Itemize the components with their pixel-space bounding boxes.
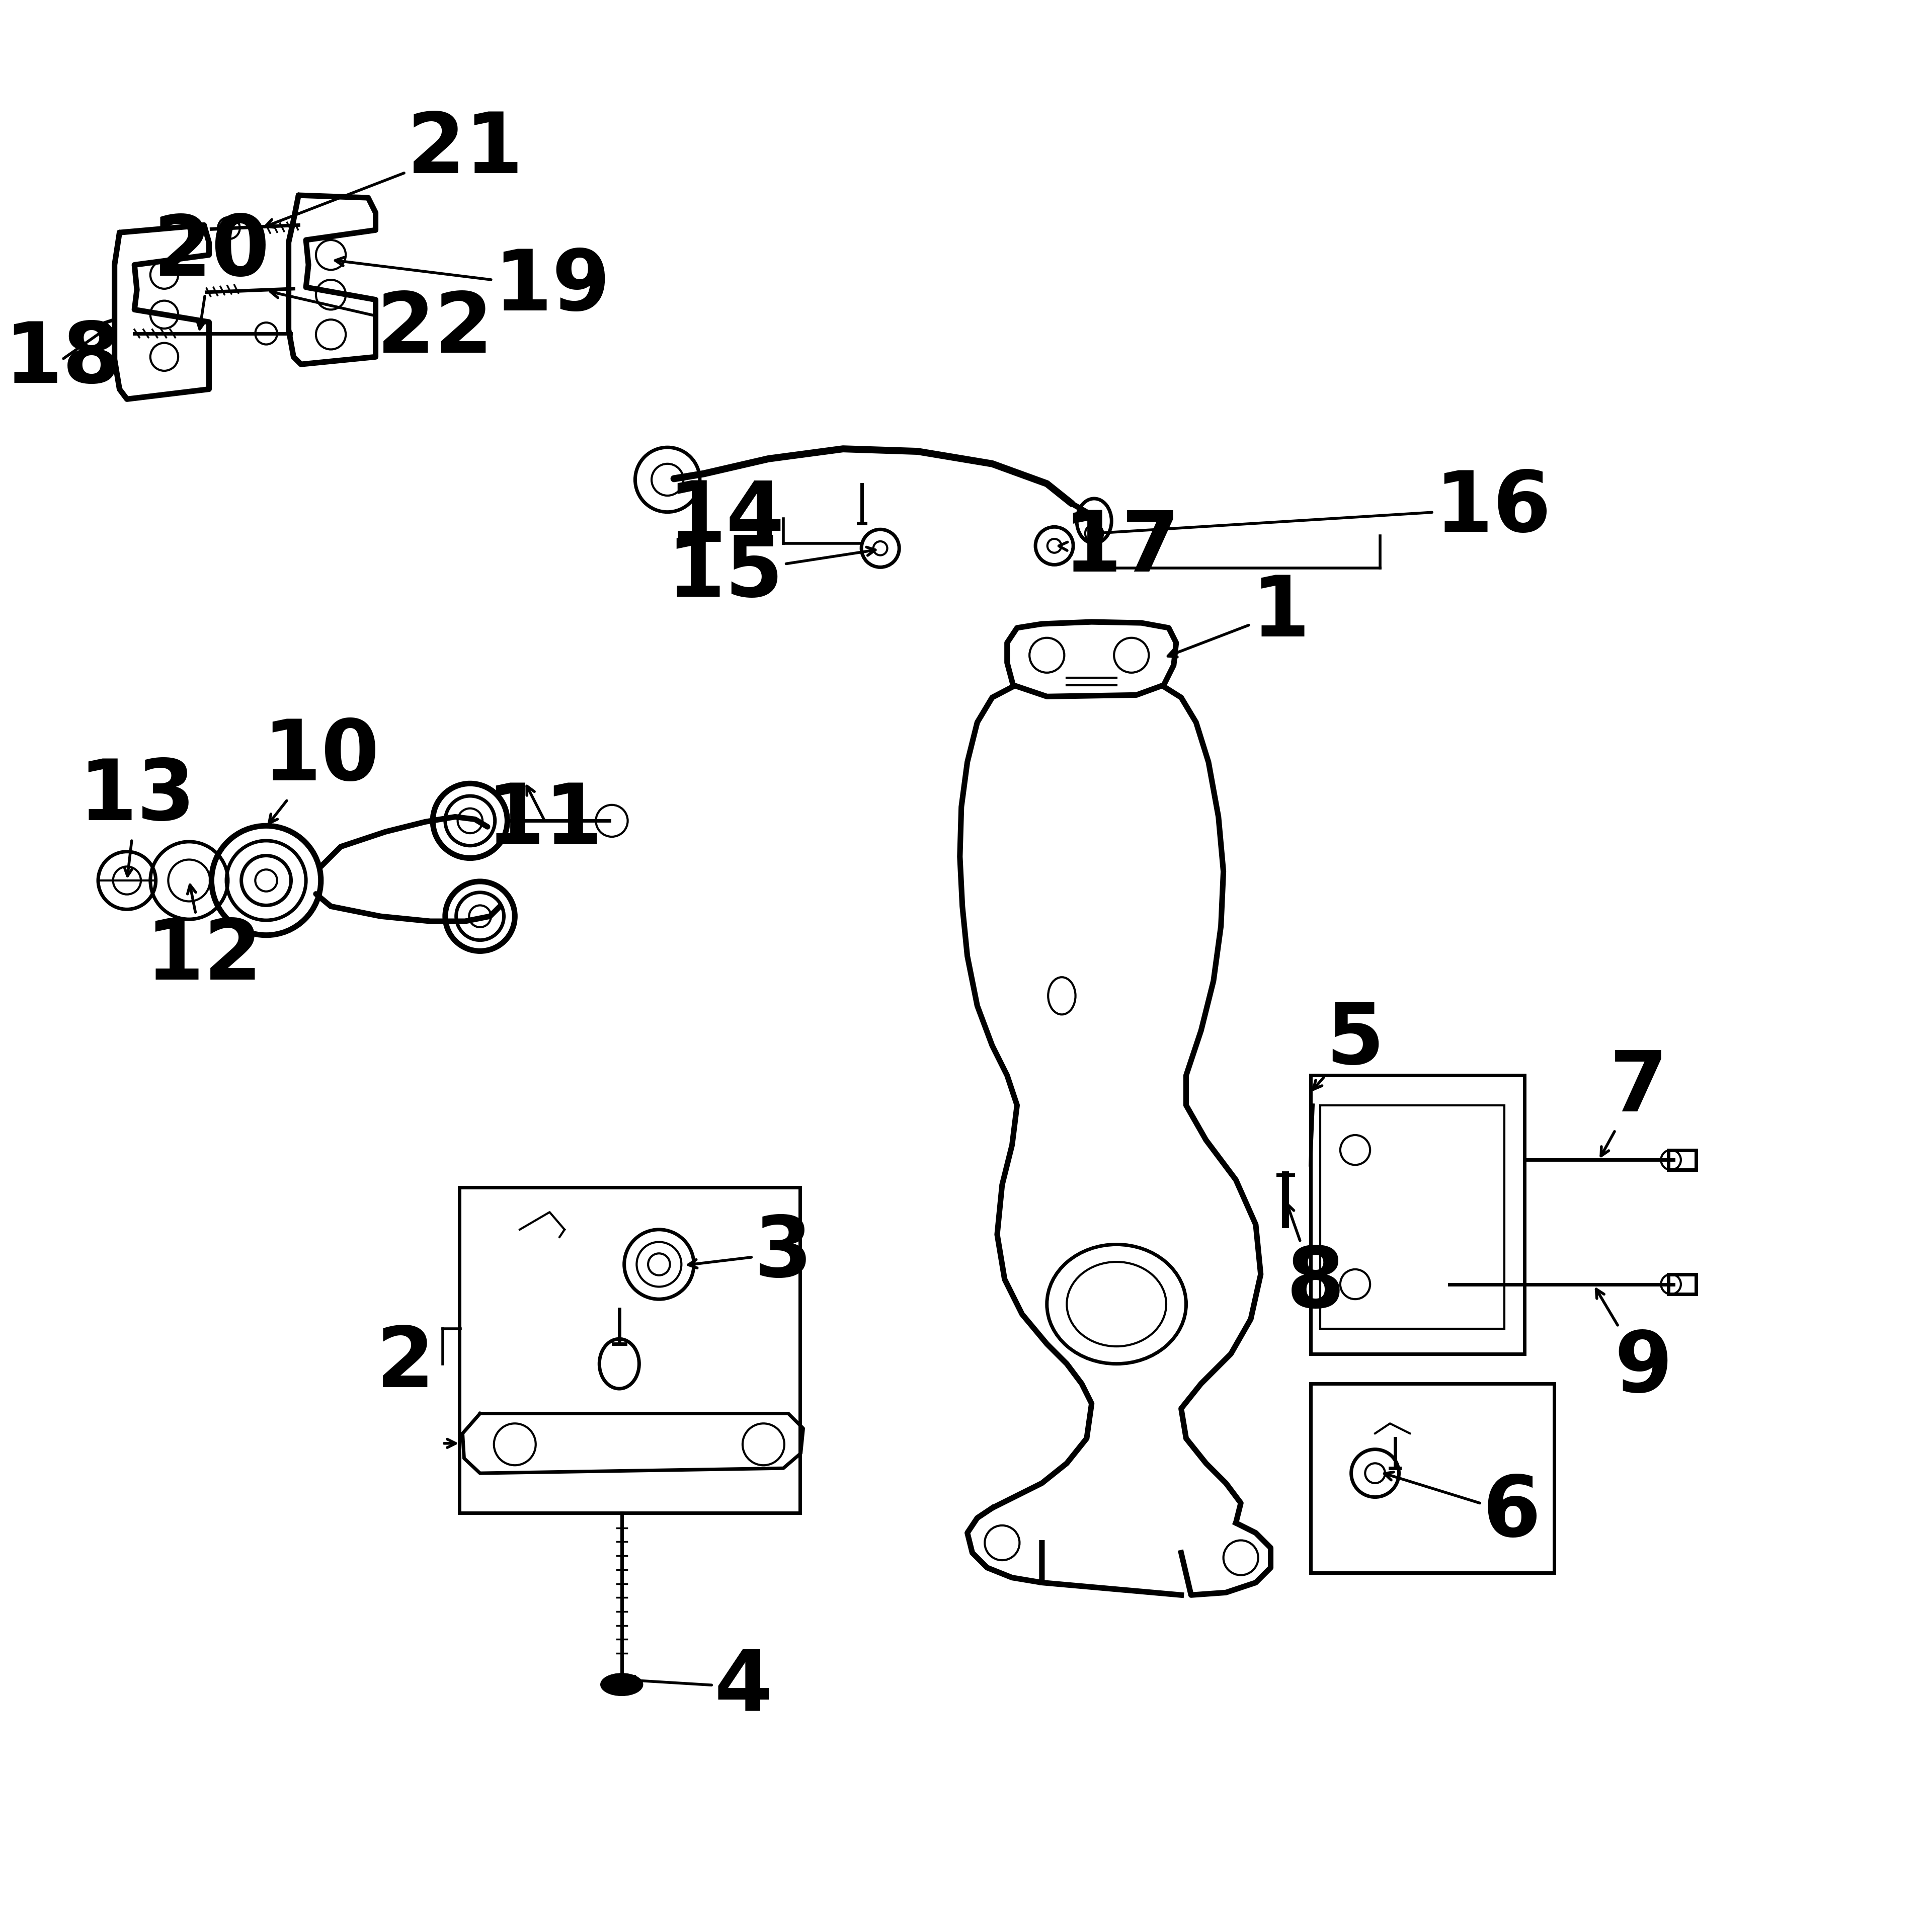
Text: 22: 22 [270, 288, 493, 371]
Text: 7: 7 [1602, 1047, 1667, 1155]
Bar [460, 1188, 800, 1513]
Bar [1669, 1150, 1696, 1171]
Text: 9: 9 [1596, 1289, 1673, 1410]
Text: 11: 11 [487, 781, 603, 862]
Text: 2: 2 [377, 1323, 435, 1405]
Text: 12: 12 [145, 885, 263, 997]
Text: 15: 15 [667, 531, 875, 614]
Text: 1: 1 [1169, 572, 1310, 657]
Text: 18: 18 [4, 319, 120, 400]
Text: 21: 21 [265, 108, 524, 228]
Bar [1310, 1076, 1524, 1354]
Text: 4: 4 [626, 1646, 773, 1727]
Bar [1320, 1105, 1505, 1329]
Text: 17: 17 [1059, 508, 1180, 589]
Text: 3: 3 [688, 1213, 813, 1294]
Text: 13: 13 [79, 755, 195, 875]
Text: 20: 20 [153, 211, 270, 328]
Text: 6: 6 [1385, 1472, 1542, 1553]
Text: 8: 8 [1287, 1204, 1345, 1325]
Text: 14: 14 [668, 477, 784, 560]
Ellipse shape [601, 1673, 643, 1696]
Text: 19: 19 [336, 245, 611, 328]
Bar [1310, 1383, 1553, 1573]
Bar [1669, 1275, 1696, 1294]
Text: 5: 5 [1314, 999, 1385, 1090]
Text: 16: 16 [1095, 468, 1551, 549]
Text: 10: 10 [263, 717, 379, 823]
